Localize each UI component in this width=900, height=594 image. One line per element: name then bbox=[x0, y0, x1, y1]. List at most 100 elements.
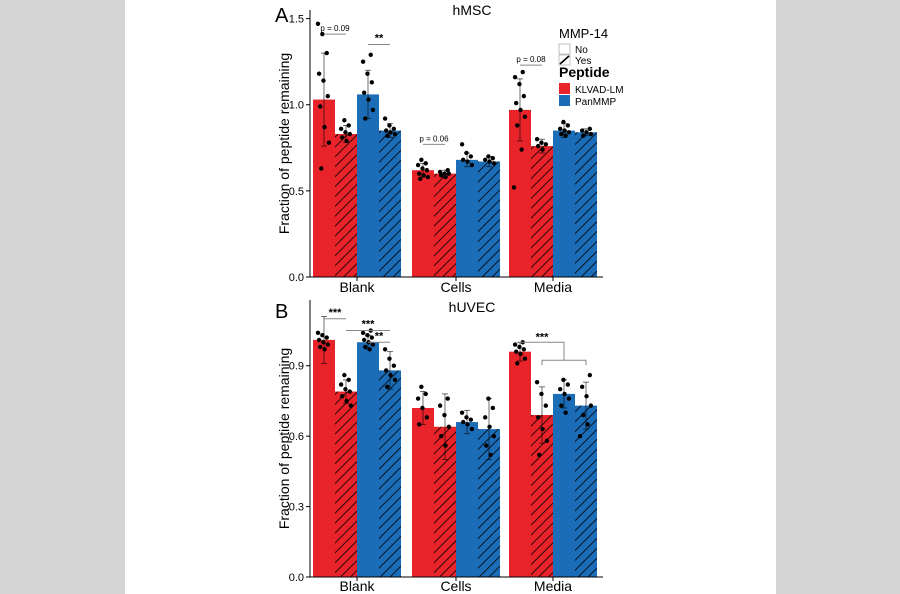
data-point bbox=[515, 361, 520, 366]
data-point bbox=[317, 344, 323, 350]
x-tick-label: Cells bbox=[440, 279, 471, 295]
data-point bbox=[562, 391, 567, 397]
significance-label: *** bbox=[329, 307, 343, 319]
legend-label: Yes bbox=[575, 56, 591, 67]
x-tick-label: Blank bbox=[339, 279, 375, 295]
data-point bbox=[365, 333, 370, 338]
data-point bbox=[535, 415, 541, 420]
significance-label: *** bbox=[362, 319, 376, 331]
data-point bbox=[468, 417, 474, 422]
data-point bbox=[557, 126, 563, 132]
y-tick-label: 0.0 bbox=[289, 572, 304, 584]
legend-label: KLVAD-LM bbox=[575, 85, 624, 96]
data-point bbox=[423, 391, 428, 397]
data-point bbox=[442, 171, 447, 176]
data-point bbox=[415, 396, 421, 401]
data-point bbox=[346, 377, 351, 383]
data-point bbox=[320, 31, 325, 37]
data-point bbox=[577, 433, 583, 439]
data-point bbox=[557, 387, 563, 392]
data-point bbox=[367, 347, 372, 352]
bar bbox=[509, 109, 531, 278]
bar-hatch bbox=[335, 391, 357, 577]
data-point bbox=[517, 81, 522, 87]
panel-label: A bbox=[275, 5, 289, 27]
data-point bbox=[322, 347, 327, 352]
data-point bbox=[511, 185, 517, 190]
data-point bbox=[513, 100, 519, 106]
data-point bbox=[465, 422, 470, 427]
data-point bbox=[539, 391, 544, 397]
data-point bbox=[442, 412, 447, 418]
data-point bbox=[518, 351, 523, 357]
bar bbox=[412, 170, 434, 277]
data-point bbox=[464, 415, 469, 420]
data-point bbox=[522, 356, 528, 361]
significance-label: p = 0.09 bbox=[320, 24, 350, 33]
data-point bbox=[437, 169, 443, 175]
data-point bbox=[387, 356, 392, 361]
data-point bbox=[579, 384, 585, 390]
data-point bbox=[324, 335, 329, 340]
bar-hatch bbox=[335, 134, 357, 277]
data-point bbox=[421, 173, 426, 178]
data-point bbox=[338, 382, 344, 387]
data-point bbox=[561, 377, 566, 383]
data-point bbox=[486, 154, 491, 159]
data-point bbox=[565, 123, 571, 128]
bar bbox=[553, 393, 575, 577]
data-point bbox=[343, 387, 348, 392]
data-point bbox=[563, 410, 568, 415]
bar bbox=[412, 407, 434, 577]
data-point bbox=[581, 133, 586, 138]
significance-label: ** bbox=[375, 32, 384, 44]
data-point bbox=[544, 438, 550, 444]
data-point bbox=[534, 379, 540, 385]
data-point bbox=[518, 107, 523, 113]
data-point bbox=[540, 426, 545, 432]
y-tick-label: 0.6 bbox=[289, 431, 304, 443]
data-point bbox=[321, 78, 326, 83]
data-point bbox=[587, 126, 593, 132]
data-point bbox=[437, 403, 443, 408]
data-point bbox=[562, 128, 567, 133]
data-point bbox=[342, 118, 347, 123]
data-point bbox=[561, 119, 566, 125]
data-point bbox=[360, 330, 366, 336]
panel-title: hUVEC bbox=[449, 299, 496, 315]
data-point bbox=[365, 71, 370, 76]
data-point bbox=[363, 116, 368, 121]
data-point bbox=[415, 162, 421, 168]
panel-a: 0.0 0.5 1.0 1.5 Blank Cells Media Fraction of p… bbox=[275, 2, 603, 295]
data-point bbox=[459, 410, 465, 415]
data-point bbox=[391, 126, 397, 132]
bar bbox=[313, 339, 335, 577]
data-point bbox=[385, 133, 390, 138]
data-point bbox=[579, 128, 585, 133]
bar bbox=[509, 351, 531, 577]
data-point bbox=[339, 135, 345, 140]
significance-bracket bbox=[541, 359, 587, 366]
data-point bbox=[465, 159, 470, 164]
data-point bbox=[460, 157, 466, 163]
data-point bbox=[369, 80, 375, 85]
data-point bbox=[346, 123, 351, 128]
data-point bbox=[369, 335, 375, 340]
bar-hatch bbox=[575, 405, 597, 577]
data-point bbox=[459, 142, 465, 147]
data-point bbox=[520, 69, 525, 75]
chart-svg: 0.0 0.5 1.0 1.5 Blank Cells Media Fraction of p… bbox=[275, 2, 624, 594]
data-point bbox=[565, 382, 571, 387]
panel-b: 0.0 0.3 0.6 0.9 Blank Cells Media Fraction of p… bbox=[275, 299, 603, 594]
data-point bbox=[484, 443, 489, 448]
data-point bbox=[383, 128, 389, 133]
data-point bbox=[416, 171, 422, 176]
y-tick-label: 0.9 bbox=[289, 361, 304, 373]
data-point bbox=[383, 368, 389, 373]
data-point bbox=[566, 396, 572, 401]
data-point bbox=[517, 344, 522, 350]
data-point bbox=[388, 372, 393, 378]
data-point bbox=[537, 452, 542, 458]
data-point bbox=[420, 405, 425, 411]
bar bbox=[456, 159, 478, 277]
